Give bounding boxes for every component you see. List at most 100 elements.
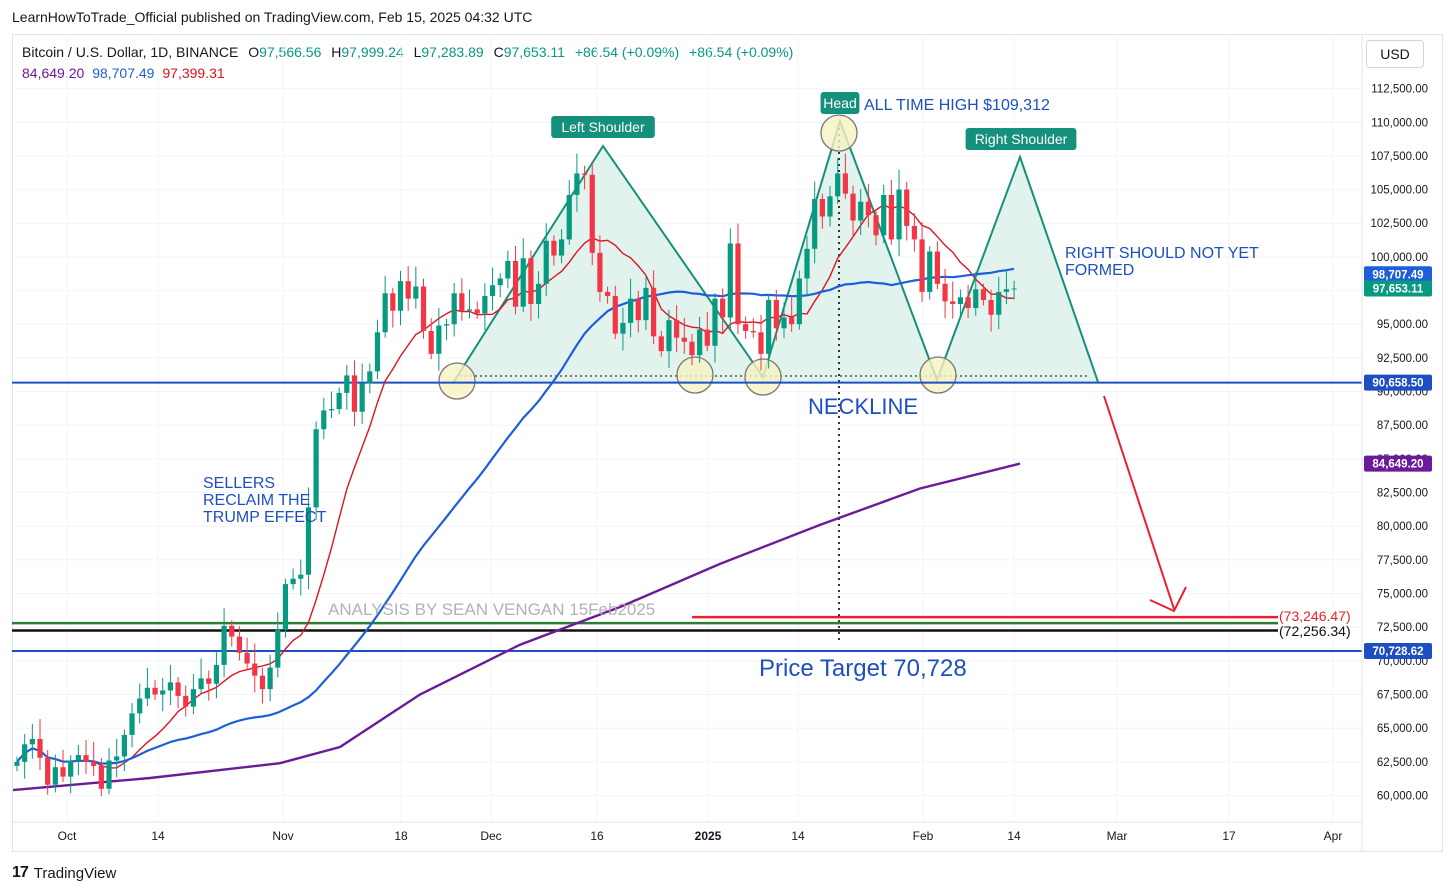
candle — [789, 297, 795, 332]
candle — [397, 270, 404, 326]
touch-circle — [744, 358, 782, 396]
price-axis[interactable]: 60,000.0062,500.0065,000.0067,500.0070,0… — [1361, 36, 1432, 852]
candle-body — [620, 322, 626, 334]
candle-body — [965, 297, 971, 309]
candle-body — [221, 625, 227, 665]
candle — [167, 664, 173, 706]
candle — [681, 317, 687, 354]
candle-body — [152, 687, 158, 695]
candle — [758, 314, 764, 371]
candle — [881, 184, 887, 244]
candle — [68, 755, 74, 794]
chart-frame — [12, 34, 1443, 852]
candle-body — [512, 260, 519, 307]
candle-body — [535, 283, 542, 305]
candle-body — [160, 690, 166, 695]
price-label-tag: 97,653.11 — [1364, 280, 1432, 297]
candle — [451, 283, 457, 337]
head-badge: Head — [820, 92, 860, 114]
candle — [812, 181, 818, 264]
candle — [743, 316, 749, 339]
candle-body — [275, 629, 281, 668]
candle-body — [129, 713, 135, 735]
change-value-2: +86.54 (+0.09%) — [689, 44, 794, 60]
ma200-value[interactable]: 84,649.20 — [22, 65, 85, 81]
candle-body — [873, 215, 879, 236]
currency-button[interactable]: USD — [1366, 40, 1424, 68]
candle — [428, 318, 434, 360]
symbol-name[interactable]: Bitcoin / U.S. Dollar, 1D, BINANCE — [22, 44, 239, 60]
candle — [91, 741, 97, 776]
head-badge-text: Head — [823, 95, 856, 111]
candle — [666, 309, 672, 368]
tradingview-logo-icon[interactable]: 17 — [12, 864, 29, 881]
candle-body — [305, 507, 312, 575]
candle — [98, 758, 104, 797]
candle — [482, 283, 488, 331]
candle-body — [459, 293, 465, 311]
candle — [651, 270, 657, 345]
candle-body — [957, 297, 964, 305]
candle-body — [904, 189, 910, 226]
candle — [405, 266, 411, 311]
y-tick-label: 72,500.00 — [1377, 622, 1428, 634]
y-tick-label: 75,000.00 — [1377, 589, 1428, 601]
candle-body — [344, 375, 350, 393]
candle-body — [321, 410, 327, 430]
ma10-value[interactable]: 97,399.31 — [162, 65, 225, 81]
candle — [436, 308, 442, 371]
candle — [942, 268, 948, 319]
tradingview-brand[interactable]: TradingView — [33, 864, 117, 882]
candle — [14, 756, 20, 772]
candle — [543, 223, 549, 297]
right-shoulder-badge-bg — [965, 128, 1077, 150]
price-label-tag: 70,728.62 — [1364, 643, 1432, 660]
candle — [911, 213, 917, 252]
candle-body — [298, 574, 304, 579]
y-tick-label: 77,500.00 — [1377, 555, 1428, 567]
candle — [305, 487, 312, 590]
candle — [359, 363, 365, 425]
candle — [298, 559, 304, 596]
x-tick-label: 17 — [1222, 829, 1236, 843]
candle-body — [198, 678, 204, 690]
publish-info: LearnHowToTrade_Official published on Tr… — [12, 9, 533, 25]
candle — [45, 749, 51, 795]
ma50-value[interactable]: 98,707.49 — [92, 65, 155, 81]
candle-body — [996, 291, 1002, 315]
candle-body — [144, 687, 150, 699]
candle-body — [405, 281, 411, 299]
candle — [973, 271, 979, 316]
x-tick-label: Dec — [480, 829, 501, 843]
low-value: 97,283.89 — [421, 44, 484, 60]
touch-circle — [919, 356, 957, 394]
candle-body — [743, 324, 749, 331]
change-value: +86.54 (+0.09%) — [574, 44, 680, 60]
candle-body — [704, 329, 710, 346]
candle-body — [22, 744, 28, 762]
candle-body — [712, 298, 718, 346]
candle-body — [14, 761, 20, 766]
candle — [190, 674, 197, 715]
candle — [957, 289, 964, 317]
candle-body — [436, 325, 442, 354]
candle — [129, 703, 135, 748]
candle-body — [827, 196, 833, 217]
x-tick-label: Oct — [58, 829, 77, 843]
candle — [628, 278, 634, 338]
candle — [275, 612, 281, 678]
candle — [965, 284, 971, 319]
price-label-bg — [1364, 455, 1432, 472]
candle — [474, 301, 480, 319]
left-shoulder-badge-text: Left Shoulder — [561, 119, 645, 135]
candle — [766, 294, 772, 369]
candle — [727, 228, 733, 330]
time-axis[interactable]: Oct 14 Nov 18 Dec 16 2025 14 Feb 14 Mar 17 Apr — [12, 821, 1362, 843]
candle — [720, 288, 726, 333]
candle — [83, 740, 89, 775]
low-label: L — [413, 44, 422, 60]
candle-body — [574, 173, 580, 195]
candle — [22, 734, 28, 779]
candle — [835, 158, 841, 204]
